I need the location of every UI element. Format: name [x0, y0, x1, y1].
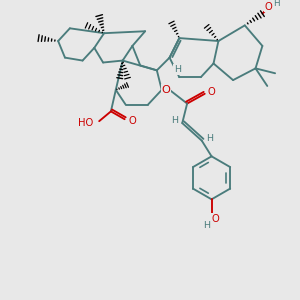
- Text: H: H: [203, 221, 210, 230]
- Text: O: O: [212, 214, 219, 224]
- Text: O: O: [208, 87, 215, 97]
- Text: H: H: [174, 65, 181, 74]
- Text: H: H: [273, 0, 279, 8]
- Text: O: O: [128, 116, 136, 126]
- Text: O: O: [264, 2, 272, 12]
- Text: H: H: [206, 134, 213, 143]
- Text: H: H: [171, 116, 178, 125]
- Text: O: O: [161, 85, 170, 95]
- Text: HO: HO: [78, 118, 93, 128]
